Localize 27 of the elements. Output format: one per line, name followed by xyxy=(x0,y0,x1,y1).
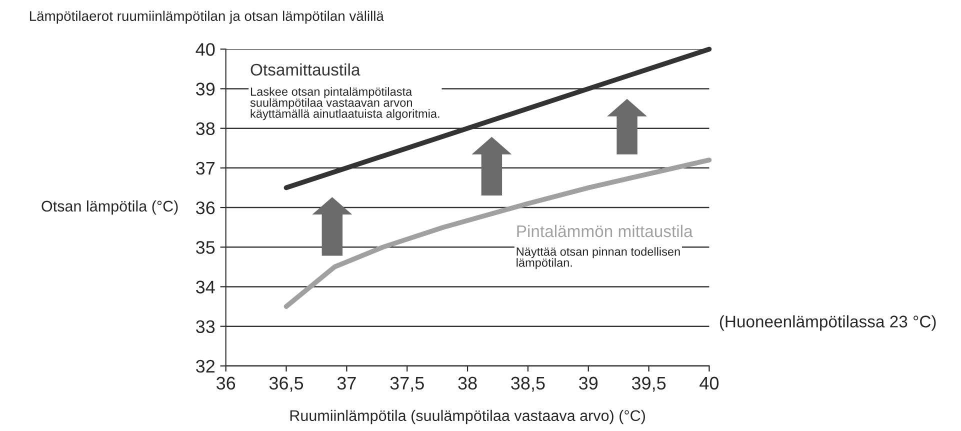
y-tick-label: 34 xyxy=(196,280,215,294)
x-tick-label: 36,5 xyxy=(269,376,304,392)
series-label: Pintalämmön mittaustila xyxy=(517,224,693,238)
text: (Huoneenlämpötilassa 23 °C) xyxy=(720,315,936,331)
annotation: Näyttää otsan pinnan todellisen lämpötilan. xyxy=(516,247,680,270)
x-tick-label: 36 xyxy=(216,376,236,390)
x-tick-label: 38 xyxy=(458,376,477,390)
annotation: Laskee otsan pintalämpötilasta suulämpötilaa vastaavan arvon käyttämällä ainutlaatuista algoritmia. xyxy=(250,87,440,120)
x-axis-title: Ruumiinlämpötila (suulämpötilaa vastaava arvo) (°C) xyxy=(290,410,645,424)
x-tick-label: 39,5 xyxy=(632,376,666,392)
y-tick-label: 35 xyxy=(196,241,215,254)
x-tick-label: 37 xyxy=(337,376,356,390)
y-tick-label: 39 xyxy=(196,82,215,96)
x-tick-label: 38,5 xyxy=(511,376,545,392)
x-tick-label: 37,5 xyxy=(390,376,424,392)
line-series xyxy=(284,158,712,309)
text: Otsamittaustila xyxy=(250,63,360,76)
y-tick-label: 38 xyxy=(196,122,215,136)
x-tick-label: 40 xyxy=(700,376,719,390)
y-axis-title: Otsan lämpötila (°C) xyxy=(42,200,178,215)
x-tick-label: 39 xyxy=(579,376,598,390)
y-tick-label: 32 xyxy=(196,360,215,373)
chart-title: Lämpötilaerot ruumiinlämpötilan ja otsan lämpötilan välillä xyxy=(30,10,384,24)
y-tick-label: 33 xyxy=(196,320,215,334)
y-tick-label: 37 xyxy=(196,162,215,175)
y-tick-label: 40 xyxy=(196,43,215,56)
y-tick-label: 36 xyxy=(196,201,215,214)
